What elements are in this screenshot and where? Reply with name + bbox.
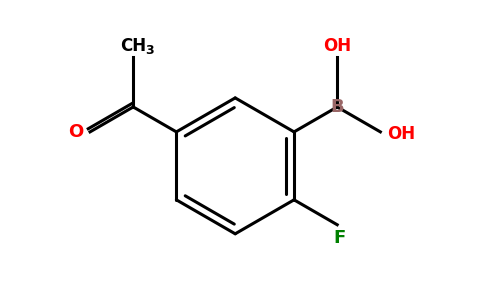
Text: O: O: [68, 123, 83, 141]
Text: OH: OH: [387, 125, 415, 143]
Text: CH: CH: [120, 37, 146, 55]
Text: F: F: [333, 229, 346, 247]
Text: B: B: [331, 98, 344, 116]
Text: OH: OH: [323, 37, 351, 55]
Text: 3: 3: [145, 44, 153, 57]
